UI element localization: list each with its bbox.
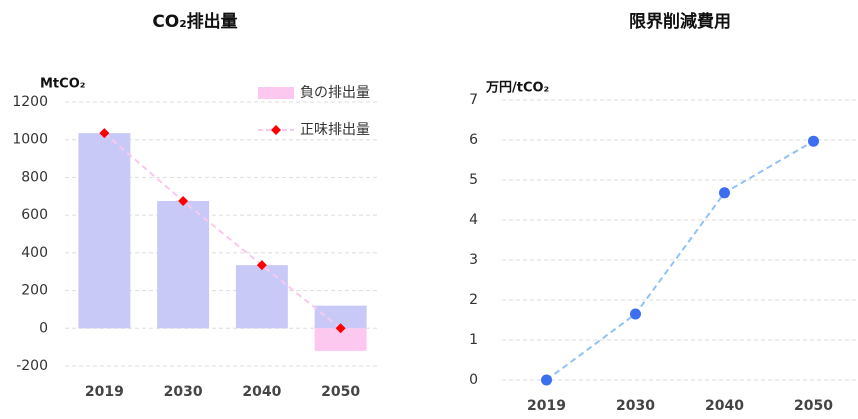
x-tick-label: 2030 — [616, 398, 655, 414]
marker — [808, 135, 819, 147]
y-tick-label: 1200 — [12, 94, 48, 110]
legend-label: 負の排出量 — [300, 85, 370, 101]
marker — [541, 374, 552, 386]
y-tick-label: 600 — [21, 207, 48, 223]
y-tick-label: 7 — [469, 92, 478, 108]
y-tick-label: 0 — [39, 320, 48, 336]
bar — [78, 133, 131, 329]
bar — [314, 328, 367, 351]
y-tick-label: 4 — [469, 212, 478, 228]
line — [545, 140, 815, 381]
bar — [157, 201, 210, 329]
y-tick-label: 5 — [469, 172, 478, 188]
x-tick-label: 2050 — [321, 384, 360, 400]
y-tick-label: -200 — [16, 358, 48, 374]
y-tick-label: 800 — [21, 169, 48, 185]
y-tick-label: 6 — [469, 132, 478, 148]
x-tick-label: 2040 — [242, 384, 281, 400]
marker — [335, 323, 346, 334]
chart-title: CO₂排出量 — [152, 11, 237, 32]
legend-label: 正味排出量 — [300, 122, 370, 138]
x-tick-label: 2030 — [164, 384, 203, 400]
y-tick-label: 400 — [21, 245, 48, 261]
marker — [719, 187, 730, 199]
x-tick-label: 2019 — [527, 398, 566, 414]
chart-title: 限界削減費用 — [629, 11, 731, 32]
y-tick-label: 3 — [469, 252, 478, 268]
marker — [256, 260, 267, 271]
y-axis-label: MtCO₂ — [40, 77, 85, 92]
legend-swatch — [258, 87, 294, 99]
x-tick-label: 2050 — [794, 398, 833, 414]
y-tick-label: 1000 — [12, 132, 48, 148]
line — [103, 132, 342, 330]
marker — [99, 128, 110, 139]
x-tick-label: 2040 — [705, 398, 744, 414]
legend-marker — [271, 125, 281, 135]
y-axis-label: 万円/tCO₂ — [485, 81, 549, 96]
marker — [630, 308, 641, 320]
bar — [314, 305, 367, 329]
x-tick-label: 2019 — [85, 384, 124, 400]
y-tick-label: 200 — [21, 283, 48, 299]
y-tick-label: 1 — [469, 332, 478, 348]
y-tick-label: 0 — [469, 372, 478, 388]
marker — [178, 196, 189, 206]
bar — [235, 265, 288, 329]
y-tick-label: 2 — [469, 292, 478, 308]
